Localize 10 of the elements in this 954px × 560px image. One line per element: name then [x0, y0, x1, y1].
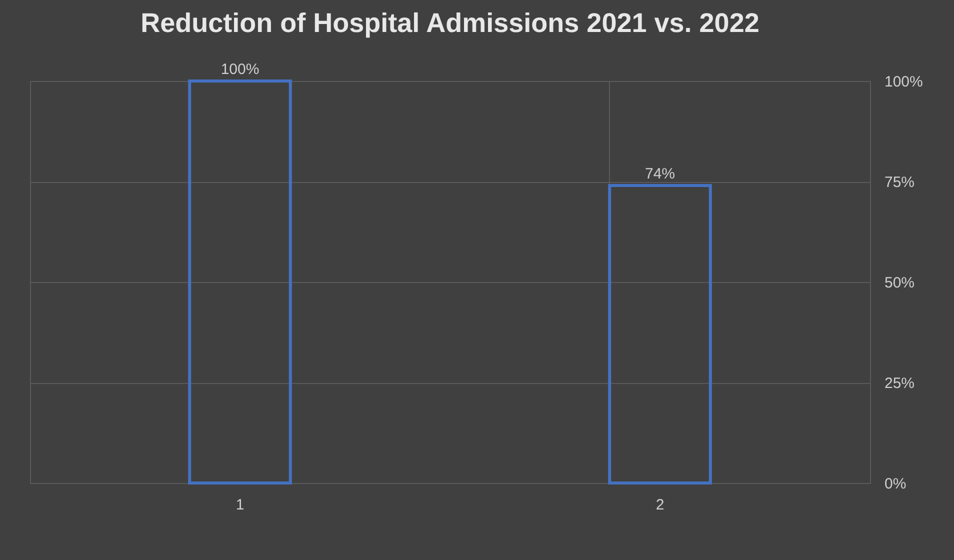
x-tick-label: 2 — [656, 496, 664, 514]
data-label: 74% — [644, 166, 676, 183]
y-tick-label: 0% — [884, 476, 906, 492]
y-tick-label: 75% — [884, 174, 915, 191]
y-tick-label: 100% — [884, 74, 923, 90]
chart-title: Reduction of Hospital Admissions 2021 vs. 2022 — [140, 8, 760, 38]
y-tick-label: 50% — [884, 274, 915, 292]
x-tick-label: 1 — [236, 496, 244, 514]
y-tick-label: 25% — [884, 375, 915, 392]
data-label: 100% — [220, 61, 260, 78]
